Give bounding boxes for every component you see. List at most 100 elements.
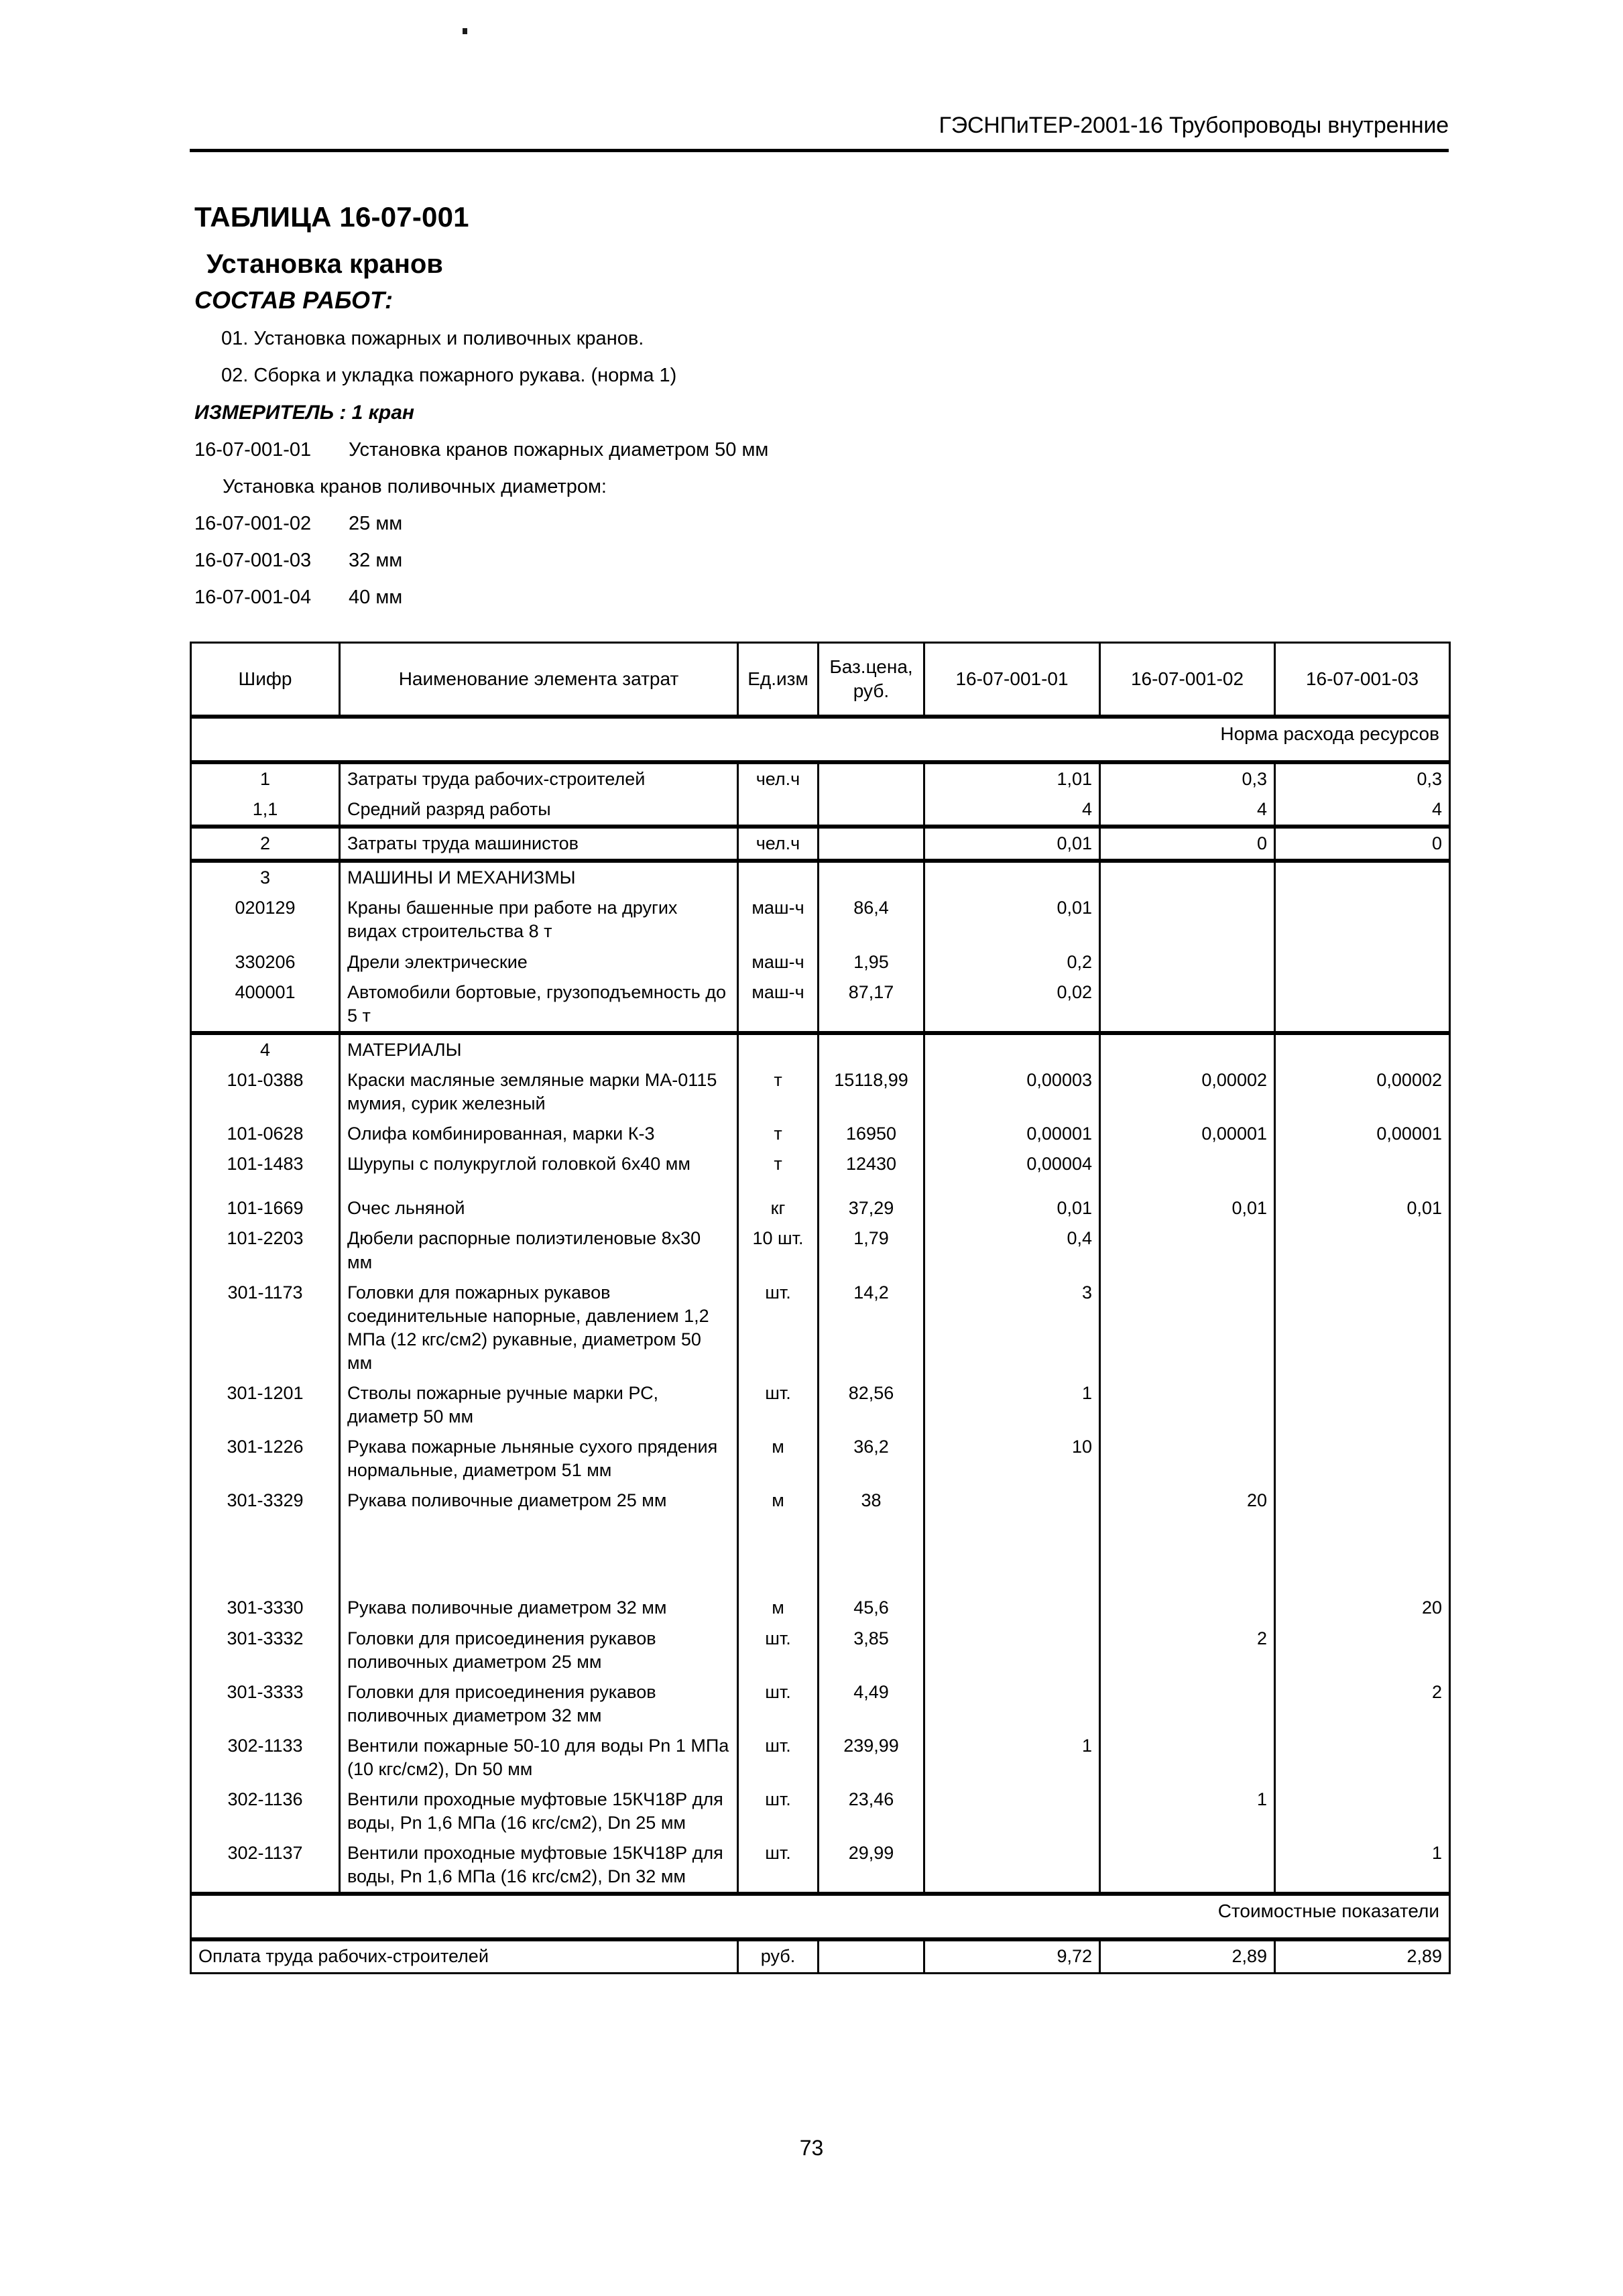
cell-value-01 bbox=[923, 1593, 1101, 1624]
cell-value-01 bbox=[923, 859, 1101, 894]
cell-name: Краны башенные при работе на других вида… bbox=[339, 893, 739, 947]
table-row: 101-0628 Олифа комбинированная, марки К-3… bbox=[190, 1119, 1451, 1150]
table-row: 101-1483 Шурупы с полукруглой головкой 6х… bbox=[190, 1149, 1451, 1194]
cell-value-02 bbox=[1099, 1730, 1276, 1785]
cell-name: Затраты труда машинистов bbox=[339, 827, 739, 863]
table-row: 301-3332 Головки для присоединения рукаво… bbox=[190, 1623, 1451, 1677]
cell-value-01: 0,4 bbox=[923, 1223, 1101, 1278]
cell-value-01: 0,00001 bbox=[923, 1119, 1101, 1150]
cell-code: 302-1137 bbox=[190, 1838, 341, 1894]
norm-consumption-band: Норма расхода ресурсов bbox=[190, 715, 1451, 764]
table-row: 301-3333 Головки для присоединения рукаво… bbox=[190, 1677, 1451, 1731]
table-row: 330206 Дрели электрические маш-ч 1,95 0,2 bbox=[190, 947, 1451, 977]
cell-code: 301-3333 bbox=[190, 1677, 341, 1731]
cell-value-01: 0,01 bbox=[923, 1193, 1101, 1224]
cell-value-03 bbox=[1274, 1030, 1451, 1065]
cell-price bbox=[817, 827, 925, 863]
cell-code: 101-2203 bbox=[190, 1223, 341, 1278]
norm-code-group-label: Установка кранов поливочных диаметром: bbox=[223, 476, 607, 497]
cell-value-03: 0,00001 bbox=[1274, 1119, 1451, 1150]
cell-name: МАШИНЫ И МЕХАНИЗМЫ bbox=[339, 859, 739, 894]
cell-price: 36,2 bbox=[817, 1432, 925, 1486]
cell-value-03: 0,01 bbox=[1274, 1193, 1451, 1224]
cell-name: Головки для пожарных рукавов соединитель… bbox=[339, 1277, 739, 1378]
cell-value-01 bbox=[923, 1677, 1101, 1731]
cell-price: 29,99 bbox=[817, 1838, 925, 1894]
cell-name: Вентили проходные муфтовые 15КЧ18Р для в… bbox=[339, 1838, 739, 1894]
cell-value-01: 1 bbox=[923, 1378, 1101, 1433]
cell-unit: маш-ч bbox=[737, 893, 819, 947]
norm-consumption-band-label: Норма расхода ресурсов bbox=[190, 715, 1451, 764]
table-row: 101-0388 Краски масляные земляные марки М… bbox=[190, 1065, 1451, 1120]
cell-value-03 bbox=[1274, 1730, 1451, 1785]
title-block: ТАБЛИЦА 16-07-001 Установка кранов СОСТА… bbox=[194, 201, 1334, 623]
table-subtitle: Установка кранов bbox=[206, 249, 443, 279]
cell-unit: т bbox=[737, 1149, 819, 1194]
column-header-code: Шифр bbox=[190, 642, 341, 717]
cell-unit bbox=[737, 859, 819, 894]
table-row: 302-1136 Вентили проходные муфтовые 15КЧ1… bbox=[190, 1785, 1451, 1839]
cell-code: 301-3332 bbox=[190, 1623, 341, 1677]
cell-unit: шт. bbox=[737, 1730, 819, 1785]
cell-code: 302-1133 bbox=[190, 1730, 341, 1785]
cell-code: 301-1201 bbox=[190, 1378, 341, 1433]
table-row: 301-3330 Рукава поливочные диаметром 32 м… bbox=[190, 1593, 1451, 1624]
cell-unit: маш-ч bbox=[737, 977, 819, 1035]
cell-unit: т bbox=[737, 1119, 819, 1150]
cell-name: Рукава пожарные льняные сухого прядения … bbox=[339, 1432, 739, 1486]
cell-value-01: 0,01 bbox=[923, 827, 1101, 863]
work-item: 01. Установка пожарных и поливочных кран… bbox=[221, 328, 644, 349]
cell-price bbox=[817, 859, 925, 894]
cell-price bbox=[817, 760, 925, 795]
cell-name: Головки для присоединения рукавов поливо… bbox=[339, 1623, 739, 1677]
cell-unit: 10 шт. bbox=[737, 1223, 819, 1278]
cell-code: 2 bbox=[190, 827, 341, 863]
cell-value-03: 20 bbox=[1274, 1593, 1451, 1624]
norm-code-line: 16-07-001-01 Установка кранов пожарных д… bbox=[194, 439, 1334, 461]
cell-value-03 bbox=[1274, 1623, 1451, 1677]
cell-code: 101-1483 bbox=[190, 1149, 341, 1194]
cell-price bbox=[817, 1030, 925, 1065]
table-row: 1 Затраты труда рабочих-строителей чел.ч 1,… bbox=[190, 760, 1451, 795]
cell-value-02: 0,3 bbox=[1099, 760, 1276, 795]
cell-value-03: 2 bbox=[1274, 1677, 1451, 1731]
cell-price: 87,17 bbox=[817, 977, 925, 1035]
table-row: 3 МАШИНЫ И МЕХАНИЗМЫ bbox=[190, 859, 1451, 894]
cell-value-03 bbox=[1274, 859, 1451, 894]
table-header: Шифр Наименование элемента затрат Ед.изм… bbox=[190, 642, 1451, 717]
summary-value-01: 9,72 bbox=[923, 1939, 1101, 1974]
cell-code: 400001 bbox=[190, 977, 341, 1035]
cell-unit: шт. bbox=[737, 1277, 819, 1378]
cell-price: 16950 bbox=[817, 1119, 925, 1150]
table-row: 301-1201 Стволы пожарные ручные марки РС,… bbox=[190, 1378, 1451, 1433]
cell-price: 3,85 bbox=[817, 1623, 925, 1677]
cell-price: 37,29 bbox=[817, 1193, 925, 1224]
cell-unit: шт. bbox=[737, 1785, 819, 1839]
measure-unit-label: ИЗМЕРИТЕЛЬ : 1 кран bbox=[194, 402, 415, 424]
cell-value-01: 3 bbox=[923, 1277, 1101, 1378]
summary-label: Оплата труда рабочих-строителей bbox=[190, 1939, 739, 1974]
cell-price bbox=[817, 794, 925, 829]
cell-value-03: 0,3 bbox=[1274, 760, 1451, 795]
cell-value-01: 0,2 bbox=[923, 947, 1101, 977]
cell-unit: шт. bbox=[737, 1378, 819, 1433]
cell-unit: м bbox=[737, 1486, 819, 1593]
cell-code: 301-3330 bbox=[190, 1593, 341, 1624]
norm-code-description: Установка кранов пожарных диаметром 50 м… bbox=[349, 439, 769, 461]
cell-value-01 bbox=[923, 1486, 1101, 1593]
table-row: 101-2203 Дюбели распорные полиэтиленовые … bbox=[190, 1223, 1451, 1278]
table-row: 400001 Автомобили бортовые, грузоподъемно… bbox=[190, 977, 1451, 1035]
table-row: 301-3329 Рукава поливочные диаметром 25 м… bbox=[190, 1486, 1451, 1593]
cell-name: Дрели электрические bbox=[339, 947, 739, 977]
cell-name: Автомобили бортовые, грузоподъемность до… bbox=[339, 977, 739, 1035]
cell-name: Краски масляные земляные марки МА-0115 м… bbox=[339, 1065, 739, 1120]
cell-name: Стволы пожарные ручные марки РС, диаметр… bbox=[339, 1378, 739, 1433]
cell-unit bbox=[737, 1030, 819, 1065]
cell-value-02: 20 bbox=[1099, 1486, 1276, 1593]
column-header-code-02: 16-07-001-02 bbox=[1099, 642, 1276, 717]
cell-name: Головки для присоединения рукавов поливо… bbox=[339, 1677, 739, 1731]
cell-code: 101-0628 bbox=[190, 1119, 341, 1150]
table-row: 020129 Краны башенные при работе на други… bbox=[190, 893, 1451, 947]
cell-value-02: 0,00001 bbox=[1099, 1119, 1276, 1150]
